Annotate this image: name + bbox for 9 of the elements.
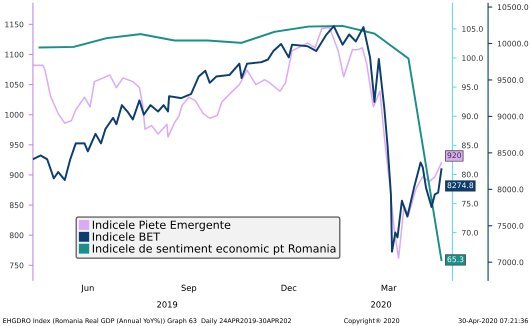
x-tick-label: Jun [80, 284, 94, 293]
legend-label: Indicele BET [92, 232, 160, 241]
x-tick-label: Mar [382, 284, 397, 291]
x-tick-label: Dec [282, 284, 296, 291]
legend-label: Indicele de sentiment economic pt Romania [92, 244, 336, 255]
x-tick-label: Sep [182, 284, 196, 293]
text: 2019 [157, 301, 178, 308]
legend-label: Indicele Piete Emergente [92, 220, 230, 232]
text: 2020 [371, 301, 392, 308]
